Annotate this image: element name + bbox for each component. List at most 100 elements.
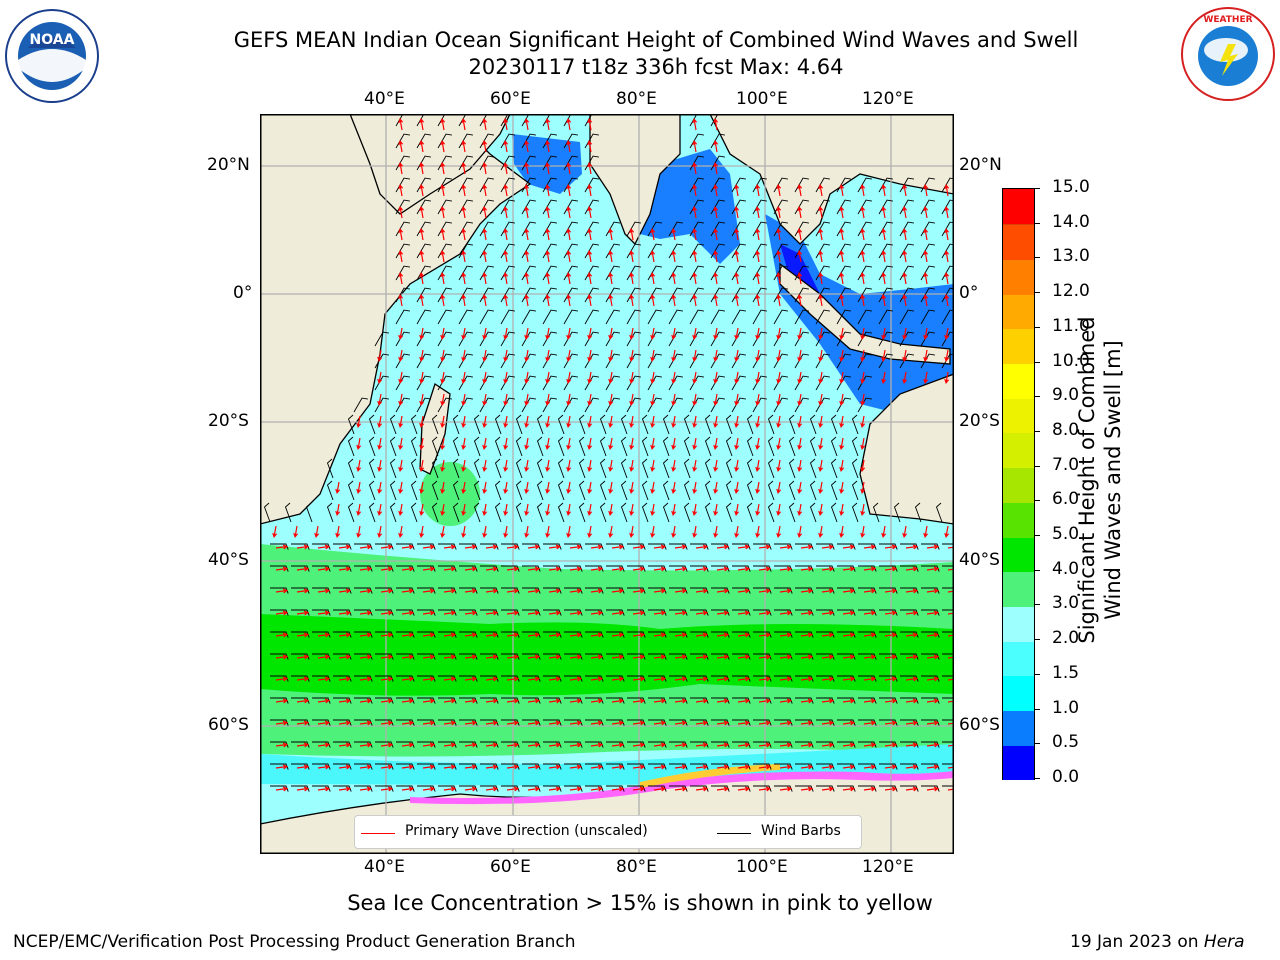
wind-barb xyxy=(900,785,919,792)
wind-barb xyxy=(368,458,376,479)
wave-direction-arrow xyxy=(755,415,761,429)
wave-direction-arrow xyxy=(524,249,530,263)
wind-barb xyxy=(584,177,599,193)
wave-direction-arrow xyxy=(863,786,877,792)
wind-barb xyxy=(438,785,457,792)
wave-direction-arrow xyxy=(926,588,940,594)
wave-direction-arrow xyxy=(905,764,919,770)
wave-direction-arrow xyxy=(338,676,352,682)
wind-barb xyxy=(270,543,289,550)
wind-barb xyxy=(788,458,796,479)
wave-direction-arrow xyxy=(905,610,919,616)
wind-barb xyxy=(851,458,859,479)
wave-direction-arrow xyxy=(275,654,289,660)
wave-direction-arrow xyxy=(398,393,404,407)
wind-barb xyxy=(354,565,373,572)
wave-direction-arrow xyxy=(650,371,656,385)
wind-barb xyxy=(437,155,452,171)
wave-direction-arrow xyxy=(755,205,761,219)
wave-direction-arrow xyxy=(674,588,688,594)
wave-direction-arrow xyxy=(485,676,499,682)
wave-direction-arrow xyxy=(338,566,352,572)
wave-direction-arrow xyxy=(779,742,793,748)
wave-direction-arrow xyxy=(461,503,467,517)
wind-barb xyxy=(473,480,481,501)
wave-direction-arrow xyxy=(776,371,782,385)
wave-direction-arrow xyxy=(692,227,698,241)
wave-direction-arrow xyxy=(548,566,562,572)
wave-direction-arrow xyxy=(902,327,908,341)
wind-barb xyxy=(830,436,838,457)
wave-direction-arrow xyxy=(443,698,457,704)
wind-barb xyxy=(417,565,436,572)
chart-subtitle: 20230117 t18z 336h fcst Max: 4.64 xyxy=(468,55,844,79)
colorbar-tick-mark xyxy=(1034,743,1040,745)
wave-direction-arrow xyxy=(608,371,614,385)
wave-direction-arrow xyxy=(944,205,950,219)
wave-direction-arrow xyxy=(650,459,656,473)
wave-direction-arrow xyxy=(296,632,310,638)
wave-direction-arrow xyxy=(485,654,499,660)
wave-direction-arrow xyxy=(359,764,373,770)
wind-barb xyxy=(711,675,730,682)
wave-direction-arrow xyxy=(380,742,394,748)
wave-direction-arrow xyxy=(419,481,425,495)
wind-barb xyxy=(794,265,809,281)
wave-direction-arrow xyxy=(695,786,709,792)
wave-direction-arrow xyxy=(776,481,782,495)
wave-direction-arrow xyxy=(506,654,520,660)
wave-direction-arrow xyxy=(797,227,803,241)
wave-direction-arrow xyxy=(398,349,404,363)
wave-direction-arrow xyxy=(377,393,383,407)
wave-direction-arrow xyxy=(482,183,488,197)
wave-direction-arrow xyxy=(923,293,929,307)
wind-barb xyxy=(794,309,809,325)
wind-barb xyxy=(270,719,289,726)
colorbar-segment xyxy=(1003,189,1034,225)
wind-barb xyxy=(312,741,331,748)
wave-direction-arrow xyxy=(503,459,509,473)
wave-direction-arrow xyxy=(671,503,677,517)
wave-direction-arrow xyxy=(776,459,782,473)
wind-barb xyxy=(473,436,481,457)
wind-barb xyxy=(375,675,394,682)
wave-direction-arrow xyxy=(842,632,856,638)
wave-direction-arrow xyxy=(401,566,415,572)
wind-barb xyxy=(879,719,898,726)
wave-direction-arrow xyxy=(776,437,782,451)
wind-barb xyxy=(431,458,439,479)
colorbar-label-line2: Wind Waves and Swell [m] xyxy=(1101,340,1125,620)
wind-barb xyxy=(564,631,583,638)
wind-barb xyxy=(521,331,536,347)
wave-direction-arrow xyxy=(485,742,499,748)
wind-barb xyxy=(458,155,473,171)
wave-direction-arrow xyxy=(611,720,625,726)
wind-barb xyxy=(773,221,788,237)
wind-barb xyxy=(773,331,788,347)
wind-barb xyxy=(689,331,704,347)
wind-barb xyxy=(599,480,607,501)
wave-direction-arrow xyxy=(527,676,541,682)
wave-direction-arrow xyxy=(503,503,509,517)
wind-barb xyxy=(459,653,478,660)
wave-direction-arrow xyxy=(632,632,646,638)
colorbar-tick-mark xyxy=(1034,396,1040,398)
wind-barb xyxy=(410,502,418,523)
wind-barb xyxy=(837,697,856,704)
wave-direction-arrow xyxy=(713,327,719,341)
wind-barb xyxy=(396,675,415,682)
wind-barb xyxy=(459,543,478,550)
wind-barb xyxy=(536,502,544,523)
wind-barb xyxy=(851,414,859,435)
wave-direction-arrow xyxy=(545,271,551,285)
wind-barb xyxy=(417,697,436,704)
wind-barb xyxy=(851,480,859,501)
wind-barb xyxy=(354,675,373,682)
wind-barb xyxy=(584,265,599,281)
wind-barb xyxy=(837,763,856,770)
wave-direction-arrow xyxy=(485,588,499,594)
wind-barb xyxy=(627,741,646,748)
wave-direction-arrow xyxy=(443,720,457,726)
wave-direction-arrow xyxy=(779,544,793,550)
wave-direction-arrow xyxy=(776,327,782,341)
